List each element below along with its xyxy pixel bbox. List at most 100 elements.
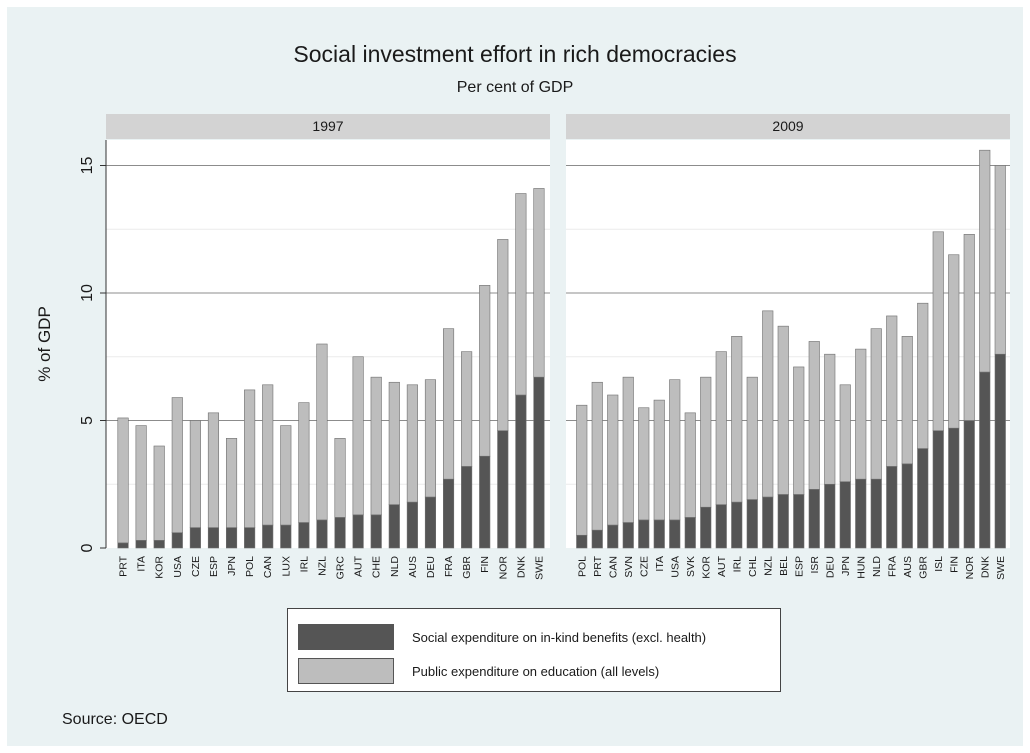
tick-label-1997-IRL: IRL xyxy=(298,556,310,573)
bar-2009-SVN-education xyxy=(622,376,634,523)
bar-2009-USA-education xyxy=(669,379,681,521)
bar-1997-POL-education xyxy=(244,389,256,528)
tick-label-2009-FIN: FIN xyxy=(948,556,960,573)
tick-label-1997-ESP: ESP xyxy=(208,556,220,577)
bar-1997-ITA-in_kind xyxy=(135,540,147,549)
bar-2009-KOR-in_kind xyxy=(700,506,712,549)
tick-label-2009-SVK: SVK xyxy=(685,556,697,577)
bar-2009-SWE-education xyxy=(994,165,1006,355)
bar-2009-JPN-education xyxy=(839,384,851,482)
tick-label-1997-CZE: CZE xyxy=(190,556,202,577)
bar-1997-CAN-in_kind xyxy=(262,524,274,549)
tick-label-2009-ITA: ITA xyxy=(654,556,666,572)
tick-label-1997-NOR: NOR xyxy=(497,556,509,580)
bar-2009-NZL-in_kind xyxy=(762,496,774,549)
bar-2009-ITA-in_kind xyxy=(653,519,665,549)
tick-label-1997-LUX: LUX xyxy=(280,556,292,576)
tick-label-1997-JPN: JPN xyxy=(226,556,238,576)
panel-header-1997 xyxy=(106,114,550,139)
panel-label-1997: 1997 xyxy=(312,118,343,134)
y-tick-label-10: 10 xyxy=(79,284,96,302)
bar-2009-AUT-education xyxy=(715,351,727,505)
bar-2009-NOR-in_kind xyxy=(963,420,975,549)
bar-1997-USA-education xyxy=(171,397,183,533)
bar-2009-USA-in_kind xyxy=(669,519,681,549)
bar-2009-FIN-in_kind xyxy=(948,427,960,549)
bar-1997-KOR-education xyxy=(153,445,165,541)
bar-2009-HUN-in_kind xyxy=(855,478,867,549)
bar-1997-GRC-in_kind xyxy=(334,517,346,549)
bar-1997-FRA-in_kind xyxy=(442,478,455,549)
bar-2009-CHL-education xyxy=(746,376,758,500)
source-note: Source: OECD xyxy=(62,711,168,728)
bar-1997-GBR-education xyxy=(461,351,473,467)
y-tick-label-5: 5 xyxy=(79,416,96,425)
tick-label-2009-NLD: NLD xyxy=(871,556,883,577)
bar-2009-POL-in_kind xyxy=(576,534,588,549)
tick-label-2009-HUN: HUN xyxy=(855,556,867,579)
bar-2009-PRT-in_kind xyxy=(591,529,603,549)
chart-svg: 1997 PRT ITA KOR USA CZE ESP JPN POL CAN LUX IRL NZL… xyxy=(35,114,1010,580)
tick-label-2009-GBR: GBR xyxy=(917,556,929,579)
bar-1997-NLD-education xyxy=(388,381,400,505)
tick-label-2009-ISL: ISL xyxy=(933,556,945,572)
bar-2009-BEL-in_kind xyxy=(777,494,789,549)
bar-1997-DEU-in_kind xyxy=(424,496,437,549)
bar-2009-CAN-education xyxy=(607,394,619,526)
tick-label-1997-USA: USA xyxy=(172,556,184,578)
tick-label-2009-IRL: IRL xyxy=(731,556,743,573)
bar-1997-LUX-in_kind xyxy=(280,524,292,549)
bar-1997-DNK-education xyxy=(515,193,527,396)
panel-header-2009 xyxy=(566,114,1010,139)
bar-2009-BEL-education xyxy=(777,325,789,495)
y-tick-label-15: 15 xyxy=(79,157,96,175)
bar-1997-LUX-education xyxy=(280,425,292,526)
bar-2009-CAN-in_kind xyxy=(607,524,619,549)
tick-label-2009-CZE: CZE xyxy=(638,556,650,577)
tick-label-1997-AUS: AUS xyxy=(407,556,419,578)
bar-2009-DNK-in_kind xyxy=(979,371,991,549)
bar-2009-SWE-in_kind xyxy=(994,353,1006,549)
bar-1997-IRL-in_kind xyxy=(298,522,310,549)
bar-2009-AUS-in_kind xyxy=(901,463,913,549)
bar-1997-DNK-in_kind xyxy=(515,394,527,549)
bar-1997-ESP-in_kind xyxy=(207,527,220,549)
tick-label-2009-FRA: FRA xyxy=(886,556,898,577)
bar-2009-HUN-education xyxy=(855,348,867,480)
chart-title: Social investment effort in rich democra… xyxy=(293,41,737,67)
bar-2009-FIN-education xyxy=(948,254,960,429)
tick-label-1997-CAN: CAN xyxy=(262,556,274,578)
tick-label-2009-NZL: NZL xyxy=(762,556,774,576)
y-tick-label-0: 0 xyxy=(79,543,96,552)
bar-2009-PRT-education xyxy=(591,381,603,531)
bar-1997-ITA-education xyxy=(135,425,147,541)
tick-label-1997-GBR: GBR xyxy=(461,556,473,579)
bar-1997-NZL-in_kind xyxy=(316,519,328,549)
bar-1997-PRT-education xyxy=(117,417,129,544)
bar-1997-GRC-education xyxy=(334,438,346,518)
legend: Social expenditure on in-kind benefits (… xyxy=(287,608,781,692)
y-axis-label: % of GDP xyxy=(35,306,54,382)
tick-label-1997-NZL: NZL xyxy=(316,556,328,576)
bar-2009-NOR-education xyxy=(963,234,975,421)
bar-1997-CHE-in_kind xyxy=(370,514,382,549)
bar-2009-ESP-in_kind xyxy=(793,494,805,549)
bar-2009-IRL-in_kind xyxy=(731,501,743,549)
tick-label-2009-KOR: KOR xyxy=(700,556,712,579)
tick-label-1997-CHE: CHE xyxy=(371,556,383,578)
tick-label-1997-FIN: FIN xyxy=(479,556,491,573)
bar-1997-USA-in_kind xyxy=(171,532,183,549)
panel-label-2009: 2009 xyxy=(772,118,803,134)
tick-label-2009-ESP: ESP xyxy=(793,556,805,577)
bar-1997-PRT-in_kind xyxy=(117,542,129,549)
bar-1997-FIN-education xyxy=(479,285,491,457)
bar-2009-FRA-education xyxy=(886,315,898,467)
bar-2009-DNK-education xyxy=(979,149,991,373)
tick-label-2009-BEL: BEL xyxy=(778,556,790,576)
bar-1997-DEU-education xyxy=(424,379,437,498)
bar-1997-NOR-education xyxy=(497,239,509,431)
bar-2009-ITA-education xyxy=(653,399,665,521)
bar-1997-NLD-in_kind xyxy=(388,504,400,549)
bar-2009-ISL-education xyxy=(932,231,944,431)
bar-2009-DEU-education xyxy=(824,353,836,485)
